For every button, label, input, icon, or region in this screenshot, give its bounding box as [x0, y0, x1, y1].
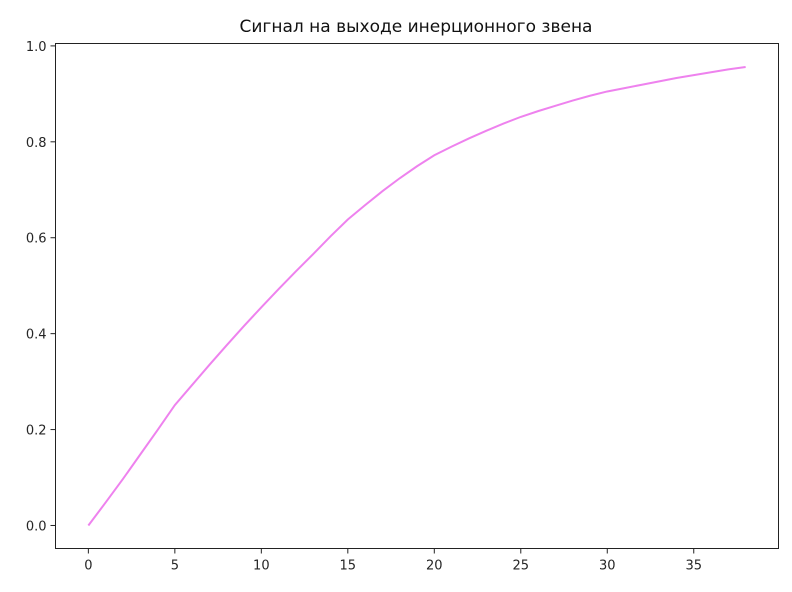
x-tick-label: 20 [426, 559, 443, 574]
y-tick-label: 0.6 [26, 232, 47, 247]
y-tick-label: 0.0 [26, 519, 47, 534]
y-tick-label: 0.8 [26, 136, 47, 151]
axes-frame [55, 43, 779, 549]
chart-title: Сигнал на выходе инерционного звена [240, 17, 593, 37]
x-tick-label: 30 [599, 559, 616, 574]
x-tick-label: 15 [340, 559, 357, 574]
series-line [87, 66, 746, 527]
x-tick-label: 5 [171, 559, 179, 574]
y-tick-label: 1.0 [26, 40, 47, 55]
y-tick-label: 0.2 [26, 424, 47, 439]
y-tick-label: 0.4 [26, 328, 47, 343]
x-tick-label: 35 [685, 559, 702, 574]
x-tick-label: 25 [513, 559, 530, 574]
x-tick-label: 0 [84, 559, 92, 574]
x-tick-label: 10 [253, 559, 270, 574]
